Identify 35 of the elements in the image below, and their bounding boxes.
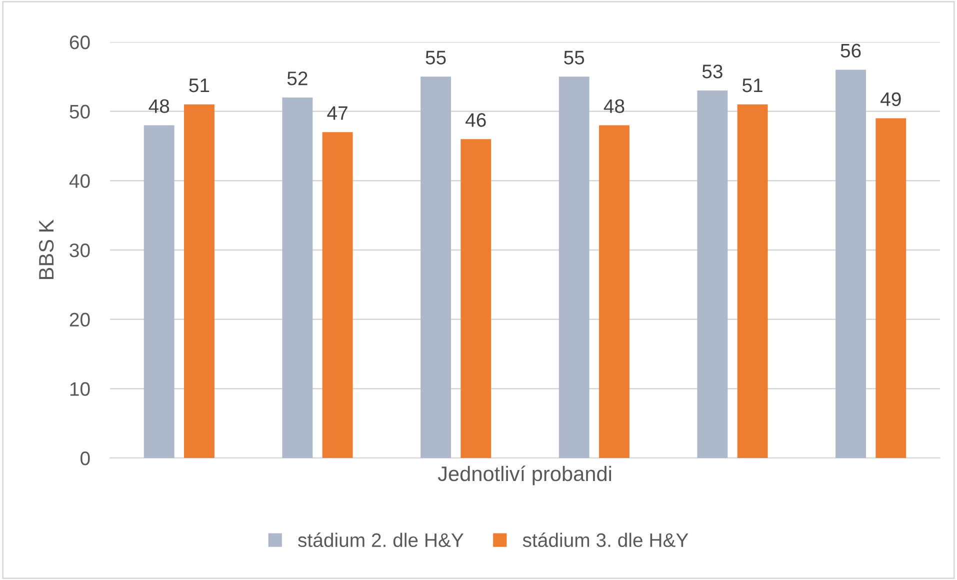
bar [184, 104, 214, 458]
data-label: 53 [702, 64, 722, 78]
bar [836, 70, 866, 458]
y-tick-label: 10 [70, 382, 90, 396]
data-label: 46 [466, 113, 486, 127]
y-tick-label: 60 [70, 35, 90, 50]
data-label: 56 [840, 44, 861, 58]
data-label: 52 [287, 72, 308, 86]
y-tick-label: 40 [69, 174, 90, 188]
bar [876, 118, 906, 458]
y-tick-label: 20 [70, 312, 90, 327]
bar [737, 104, 768, 458]
data-label: 55 [426, 50, 446, 64]
bar [322, 132, 353, 458]
y-axis-title: BBS K [38, 220, 54, 279]
data-label: 55 [564, 50, 584, 64]
x-axis-title: Jednotliví probandi [438, 466, 612, 486]
bar [144, 125, 174, 458]
legend-label: stádium 2. dle H&Y [298, 532, 464, 548]
bar [460, 139, 492, 458]
y-tick-label: 50 [70, 104, 90, 119]
bar [697, 90, 728, 458]
data-label: 49 [880, 92, 901, 106]
bar [599, 125, 630, 458]
data-label: 48 [148, 99, 170, 114]
bar [420, 76, 451, 458]
y-tick-label: 30 [70, 243, 90, 258]
bar [282, 97, 313, 458]
data-label: 51 [189, 78, 210, 92]
bar [558, 76, 590, 458]
data-label: 48 [604, 99, 624, 114]
legend-label: stádium 3. dle H&Y [522, 532, 688, 548]
data-label: 51 [742, 78, 762, 92]
y-tick-label: 0 [80, 451, 90, 466]
data-label: 47 [327, 106, 348, 120]
